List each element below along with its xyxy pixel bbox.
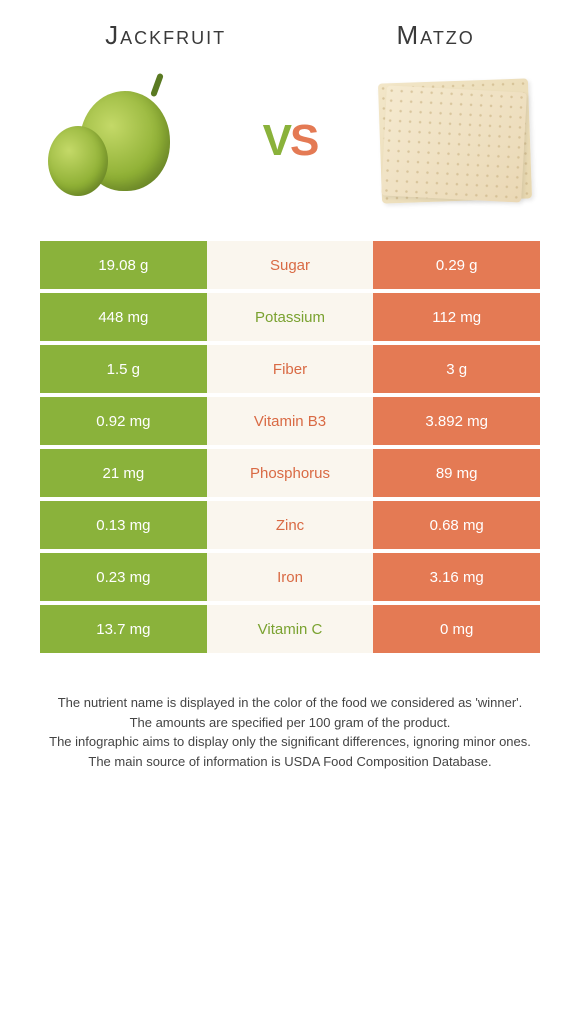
right-value: 112 mg — [373, 293, 540, 341]
left-value: 0.92 mg — [40, 397, 207, 445]
nutrient-label: Fiber — [207, 345, 374, 393]
left-value: 13.7 mg — [40, 605, 207, 653]
left-value: 0.23 mg — [40, 553, 207, 601]
footer-line: The infographic aims to display only the… — [30, 732, 550, 752]
footer-line: The main source of information is USDA F… — [30, 752, 550, 772]
right-value: 0.68 mg — [373, 501, 540, 549]
right-value: 0 mg — [373, 605, 540, 653]
right-food-title: Matzo — [396, 20, 474, 51]
nutrient-table: 19.08 gSugar0.29 g448 mgPotassium112 mg1… — [20, 241, 560, 653]
vs-label: VS — [263, 116, 318, 166]
left-value: 21 mg — [40, 449, 207, 497]
nutrient-row: 0.23 mgIron3.16 mg — [40, 553, 540, 601]
footer-line: The amounts are specified per 100 gram o… — [30, 713, 550, 733]
nutrient-label: Phosphorus — [207, 449, 374, 497]
images-row: VS — [20, 71, 560, 241]
nutrient-label: Potassium — [207, 293, 374, 341]
nutrient-label: Vitamin B3 — [207, 397, 374, 445]
nutrient-row: 21 mgPhosphorus89 mg — [40, 449, 540, 497]
left-value: 448 mg — [40, 293, 207, 341]
vs-v: V — [263, 116, 290, 165]
header: Jackfruit Matzo — [20, 20, 560, 51]
nutrient-row: 1.5 gFiber3 g — [40, 345, 540, 393]
nutrient-label: Vitamin C — [207, 605, 374, 653]
matzo-image — [370, 71, 540, 211]
right-value: 3.892 mg — [373, 397, 540, 445]
footer-notes: The nutrient name is displayed in the co… — [20, 693, 560, 771]
left-value: 0.13 mg — [40, 501, 207, 549]
left-value: 1.5 g — [40, 345, 207, 393]
nutrient-row: 19.08 gSugar0.29 g — [40, 241, 540, 289]
nutrient-label: Sugar — [207, 241, 374, 289]
nutrient-label: Iron — [207, 553, 374, 601]
nutrient-row: 0.92 mgVitamin B33.892 mg — [40, 397, 540, 445]
right-value: 89 mg — [373, 449, 540, 497]
nutrient-row: 0.13 mgZinc0.68 mg — [40, 501, 540, 549]
right-value: 0.29 g — [373, 241, 540, 289]
nutrient-label: Zinc — [207, 501, 374, 549]
left-food-title: Jackfruit — [105, 20, 226, 51]
vs-s: S — [290, 116, 317, 165]
right-value: 3 g — [373, 345, 540, 393]
jackfruit-image — [40, 71, 210, 211]
nutrient-row: 448 mgPotassium112 mg — [40, 293, 540, 341]
footer-line: The nutrient name is displayed in the co… — [30, 693, 550, 713]
left-value: 19.08 g — [40, 241, 207, 289]
nutrient-row: 13.7 mgVitamin C0 mg — [40, 605, 540, 653]
right-value: 3.16 mg — [373, 553, 540, 601]
